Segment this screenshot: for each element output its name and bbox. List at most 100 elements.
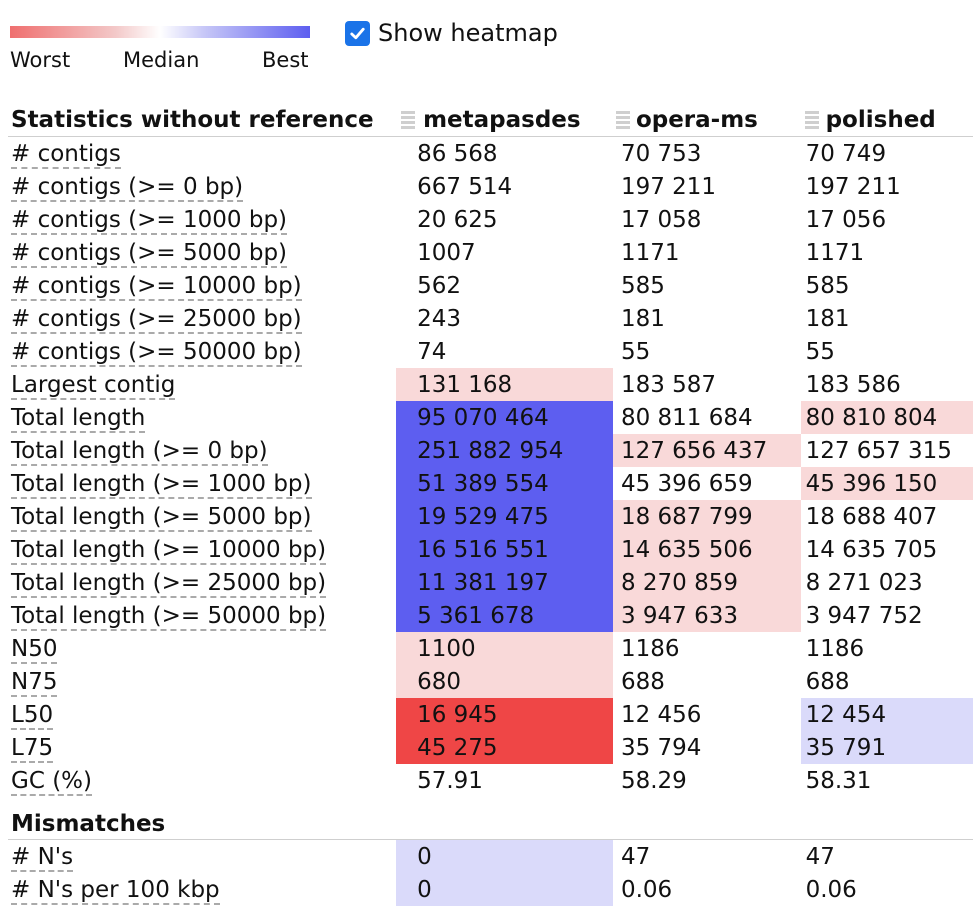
- table-row: N75 680 688 688: [8, 665, 973, 698]
- row-label: # N's per 100 kbp: [8, 873, 396, 906]
- heatmap-gradient-bar: [10, 26, 310, 38]
- metric-name[interactable]: # contigs (>= 1000 bp): [11, 206, 288, 235]
- table-row: Largest contig 131 168 183 587 183 586: [8, 368, 973, 401]
- section-header-row: Mismatches: [8, 797, 973, 840]
- table-row: # contigs (>= 0 bp) 667 514 197 211 197 211: [8, 170, 973, 203]
- metric-name[interactable]: # contigs (>= 50000 bp): [11, 338, 302, 367]
- value-cell: 95 070 464: [396, 401, 613, 434]
- value-cell: 57.91: [417, 767, 483, 794]
- metric-name[interactable]: # contigs (>= 10000 bp): [11, 272, 302, 301]
- value-cell: 0: [396, 873, 613, 906]
- value-cell: 80 810 804: [800, 401, 973, 434]
- row-label: # contigs (>= 1000 bp): [8, 203, 396, 236]
- value-cell: 8 271 023: [805, 569, 923, 596]
- header-statistics-without-reference: Statistics without reference: [8, 103, 397, 137]
- table-row: Total length (>= 50000 bp) 5 361 678 3 947…: [8, 599, 973, 632]
- show-heatmap-label[interactable]: Show heatmap: [378, 19, 558, 47]
- value-cell: 35 791: [800, 731, 973, 764]
- metric-name[interactable]: Total length (>= 25000 bp): [11, 569, 327, 598]
- metric-name[interactable]: Total length (>= 1000 bp): [11, 470, 312, 499]
- value-cell: 197 211: [805, 173, 901, 200]
- row-label: # contigs (>= 50000 bp): [8, 335, 396, 368]
- table-row: GC (%) 57.91 58.29 58.31: [8, 764, 973, 797]
- row-label: N75: [8, 665, 396, 698]
- value-cell: 243: [417, 305, 461, 332]
- metric-name[interactable]: # contigs (>= 0 bp): [11, 173, 244, 202]
- legend-median-label: Median: [123, 48, 200, 72]
- metric-name[interactable]: Total length (>= 5000 bp): [11, 503, 312, 532]
- row-label: Total length (>= 1000 bp): [8, 467, 396, 500]
- row-label: Total length: [8, 401, 396, 434]
- value-cell: 680: [396, 665, 613, 698]
- value-cell: 58.29: [620, 767, 687, 794]
- value-cell: 183 586: [805, 371, 901, 398]
- row-label: N50: [8, 632, 396, 665]
- value-cell: 5 361 678: [396, 599, 613, 632]
- metric-name[interactable]: # contigs (>= 5000 bp): [11, 239, 288, 268]
- metric-name[interactable]: # contigs (>= 25000 bp): [11, 305, 302, 334]
- row-label: L75: [8, 731, 396, 764]
- value-cell: 45 396 659: [620, 470, 753, 497]
- checkbox-checked-icon[interactable]: [345, 20, 370, 46]
- value-cell: 19 529 475: [396, 500, 613, 533]
- value-cell: 20 625: [417, 206, 498, 233]
- metric-name[interactable]: N50: [11, 635, 58, 664]
- table-row: # contigs (>= 5000 bp) 1007 1171 1171: [8, 236, 973, 269]
- value-cell: 183 587: [620, 371, 717, 398]
- value-cell: 131 168: [396, 368, 613, 401]
- row-label: # contigs (>= 0 bp): [8, 170, 396, 203]
- value-cell: 181: [620, 305, 665, 332]
- legend-best-label: Best: [262, 48, 309, 72]
- drag-handle-icon[interactable]: [615, 110, 630, 129]
- metric-name[interactable]: Largest contig: [11, 371, 176, 400]
- metric-name[interactable]: # N's: [11, 843, 74, 872]
- value-cell: 17 056: [805, 206, 887, 233]
- row-label: Total length (>= 10000 bp): [8, 533, 396, 566]
- heatmap-legend: Worst Median Best: [10, 26, 310, 74]
- metric-name[interactable]: Total length (>= 50000 bp): [11, 602, 327, 631]
- header-metapasdes[interactable]: metapasdes: [396, 103, 613, 137]
- value-cell: 1186: [620, 635, 680, 662]
- metric-name[interactable]: Total length (>= 10000 bp): [11, 536, 327, 565]
- row-label: Total length (>= 50000 bp): [8, 599, 396, 632]
- value-cell: 0.06: [805, 876, 857, 903]
- value-cell: 181: [805, 305, 850, 332]
- row-label: Total length (>= 5000 bp): [8, 500, 396, 533]
- value-cell: 1007: [417, 239, 476, 266]
- metric-name[interactable]: # contigs: [11, 140, 121, 169]
- table-row: N50 1100 1186 1186: [8, 632, 973, 665]
- value-cell: 667 514: [417, 173, 513, 200]
- drag-handle-icon[interactable]: [804, 110, 819, 129]
- section-title-mismatches: Mismatches: [8, 797, 973, 840]
- value-cell: 12 456: [620, 701, 702, 728]
- table-row: Total length 95 070 464 80 811 684 80 810 8…: [8, 401, 973, 434]
- value-cell: 0.06: [620, 876, 673, 903]
- metric-name[interactable]: GC (%): [11, 767, 92, 796]
- show-heatmap-checkbox[interactable]: Show heatmap: [345, 19, 558, 47]
- column-title-polished[interactable]: polished: [825, 106, 936, 133]
- row-label: # contigs (>= 5000 bp): [8, 236, 396, 269]
- table-header-row: Statistics without reference metapasdes …: [8, 103, 973, 137]
- row-label: GC (%): [8, 764, 396, 797]
- value-cell: 16 516 551: [396, 533, 613, 566]
- value-cell: 47: [620, 843, 651, 870]
- metric-name[interactable]: Total length: [11, 404, 146, 433]
- table-row: # contigs (>= 1000 bp) 20 625 17 058 17 056: [8, 203, 973, 236]
- row-label: # N's: [8, 840, 396, 874]
- metric-name[interactable]: L75: [11, 734, 54, 763]
- value-cell: 1186: [805, 635, 865, 662]
- metric-name[interactable]: N75: [11, 668, 58, 697]
- column-title-metapasdes[interactable]: metapasdes: [423, 106, 581, 133]
- header-polished[interactable]: polished: [800, 103, 973, 137]
- metric-name[interactable]: L50: [11, 701, 54, 730]
- header-opera-ms[interactable]: opera-ms: [612, 103, 801, 137]
- table-body-mismatches: Mismatches: [8, 797, 973, 840]
- row-label: # contigs: [8, 137, 396, 171]
- drag-handle-icon[interactable]: [401, 110, 416, 129]
- value-cell: 127 656 437: [612, 434, 801, 467]
- column-title-opera-ms[interactable]: opera-ms: [635, 106, 758, 133]
- value-cell: 45 275: [396, 731, 613, 764]
- metric-name[interactable]: Total length (>= 0 bp): [11, 437, 268, 466]
- metric-name[interactable]: # N's per 100 kbp: [11, 876, 220, 905]
- value-cell: 18 687 799: [612, 500, 801, 533]
